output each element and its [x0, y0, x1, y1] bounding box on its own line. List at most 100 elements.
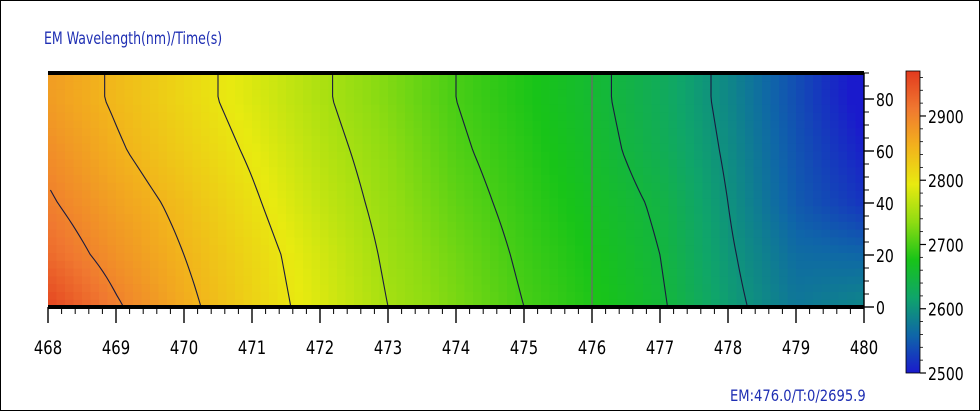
heatmap-cell — [430, 166, 440, 175]
heatmap-cell — [719, 112, 729, 121]
heatmap-cell — [167, 112, 177, 121]
heatmap-cell — [617, 197, 627, 207]
heatmap-cell — [583, 80, 593, 90]
heatmap-cell — [779, 104, 789, 113]
heatmap-cell — [354, 291, 364, 300]
heatmap-cell — [532, 283, 542, 292]
heatmap-cell — [192, 112, 202, 121]
heatmap-cell — [175, 213, 185, 222]
heatmap-cell — [175, 182, 185, 191]
heatmap-cell — [728, 268, 738, 277]
heatmap-cell — [558, 127, 568, 136]
heatmap-cell — [634, 73, 644, 82]
heatmap-cell — [107, 190, 117, 199]
heatmap-cell — [660, 205, 670, 214]
heatmap-cell — [711, 135, 721, 144]
heatmap-cell — [48, 96, 58, 105]
heatmap-cell — [175, 80, 185, 90]
heatmap-cell — [396, 236, 406, 246]
heatmap-cell — [617, 299, 627, 307]
heatmap-cell — [609, 182, 619, 191]
heatmap-cell — [711, 260, 721, 269]
heatmap-cell — [685, 252, 695, 261]
heatmap-cell — [677, 283, 687, 292]
heatmap-cell — [141, 252, 151, 261]
heatmap-cell — [371, 213, 381, 222]
heatmap-cell — [515, 283, 525, 292]
heatmap-cell — [430, 112, 440, 121]
heatmap-cell — [651, 166, 661, 175]
heatmap-cell — [796, 135, 806, 144]
heatmap-cell — [481, 166, 491, 175]
heatmap-cell — [515, 260, 525, 269]
heatmap-cell — [73, 127, 83, 136]
heatmap-cell — [396, 135, 406, 144]
heatmap-cell — [745, 119, 755, 129]
heatmap-cell — [286, 151, 296, 160]
heatmap-cell — [532, 291, 542, 300]
heatmap-cell — [490, 213, 500, 222]
heatmap-cell — [762, 260, 772, 269]
heatmap-cell — [770, 283, 780, 292]
heatmap-cell — [702, 236, 712, 246]
panel-title: EM Wavelength(nm)/Time(s) — [44, 29, 223, 49]
heatmap-cell — [524, 197, 534, 207]
heatmap-cell — [328, 166, 338, 175]
heatmap-cell — [124, 96, 134, 105]
heatmap-cell — [422, 252, 432, 261]
heatmap-cell — [643, 197, 653, 207]
heatmap-cell — [260, 80, 270, 90]
heatmap-cell — [473, 229, 483, 238]
heatmap-cell — [133, 236, 143, 246]
heatmap-cell — [668, 112, 678, 121]
heatmap-cell — [821, 174, 831, 183]
heatmap-cell — [286, 127, 296, 136]
heatmap-cell — [201, 88, 211, 97]
heatmap-cell — [719, 299, 729, 307]
heatmap-cell — [252, 166, 262, 175]
heatmap-cell — [286, 283, 296, 292]
heatmap-cell — [379, 112, 389, 121]
heatmap-cell — [124, 213, 134, 222]
heatmap-cell — [269, 213, 279, 222]
heatmap-cell — [694, 182, 704, 191]
heatmap-cell — [779, 205, 789, 214]
heatmap-cell — [294, 291, 304, 300]
heatmap-cell — [243, 119, 253, 129]
heatmap-cell — [99, 96, 109, 105]
heatmap-cell — [447, 104, 457, 113]
heatmap-cell — [311, 268, 321, 277]
heatmap-cell — [175, 143, 185, 152]
heatmap-cell — [226, 80, 236, 90]
heatmap-cell — [677, 166, 687, 175]
heatmap-cell — [379, 275, 389, 285]
heatmap-cell — [209, 119, 219, 129]
heatmap-cell — [566, 135, 576, 144]
heatmap-cell — [677, 229, 687, 238]
heatmap-cell — [524, 96, 534, 105]
heatmap-cell — [634, 213, 644, 222]
heatmap-cell — [388, 283, 398, 292]
heatmap-cell — [226, 299, 236, 307]
heatmap-cell — [558, 291, 568, 300]
heatmap-cell — [371, 166, 381, 175]
heatmap-cell — [473, 88, 483, 97]
heatmap-cell — [821, 88, 831, 97]
heatmap-cell — [439, 135, 449, 144]
heatmap-cell — [141, 96, 151, 105]
heatmap-cell — [277, 260, 287, 269]
heatmap-cell — [439, 96, 449, 105]
heatmap-cell — [558, 236, 568, 246]
heatmap-cell — [82, 158, 92, 168]
heatmap-cell — [175, 244, 185, 253]
heatmap-cell — [90, 73, 100, 82]
heatmap-cell — [855, 119, 864, 129]
heatmap-cell — [719, 127, 729, 136]
heatmap-cell — [311, 182, 321, 191]
heatmap-cell — [107, 96, 117, 105]
heatmap-cell — [762, 112, 772, 121]
heatmap-cell — [847, 96, 857, 105]
heatmap-cell — [184, 88, 194, 97]
heatmap-cell — [804, 96, 814, 105]
